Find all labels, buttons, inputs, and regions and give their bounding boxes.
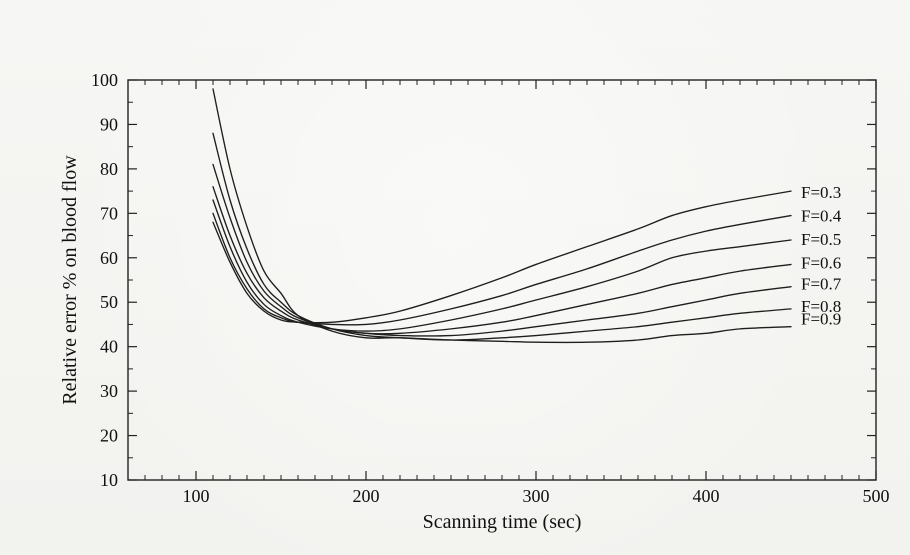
x-tick-label: 100 [183,486,210,506]
x-axis-title: Scanning time (sec) [423,511,582,533]
x-tick-label: 300 [523,486,550,506]
series-label: F=0.5 [801,230,841,249]
y-axis-title: Relative error % on blood flow [59,155,81,405]
y-tick-label: 100 [91,70,118,90]
series-label: F=0.8 [801,297,841,316]
series-line [212,190,792,324]
series-line [212,88,792,344]
series-line [212,185,792,335]
series-label: F=0.7 [801,275,842,294]
plot-frame [127,79,877,481]
x-tick-label: 400 [693,486,720,506]
y-tick-label: 50 [100,292,118,312]
y-tick-label: 60 [100,248,118,268]
y-tick-label: 70 [100,203,118,223]
series-label: F=0.3 [801,183,841,202]
x-tick-label: 500 [863,486,890,506]
y-tick-label: 80 [100,159,118,179]
series-label: F=0.4 [801,207,842,226]
y-tick-label: 10 [100,470,118,490]
series-label: F=0.6 [801,253,841,272]
series-line [212,132,792,341]
y-tick-label: 30 [100,381,118,401]
y-tick-label: 90 [100,114,118,134]
plot-root: 10 20 30 40 50 60 70 80 90 100 100 200 300 400 500 Scan… [59,70,890,533]
series-line [212,199,792,332]
series-line [212,212,792,326]
y-tick-label: 20 [100,426,118,446]
x-tick-label: 200 [353,486,380,506]
series-line [212,163,792,337]
y-tick-label: 40 [100,337,118,357]
series-label: F=0.9 [801,310,841,329]
